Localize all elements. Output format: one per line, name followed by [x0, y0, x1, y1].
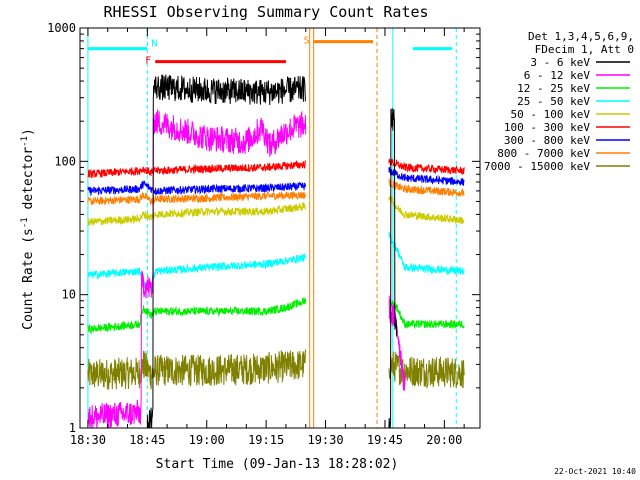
plot-area: NF S — [87, 28, 465, 428]
x-tick-label-4: 19:30 — [307, 433, 343, 447]
y-tick-label-2: 100 — [54, 154, 76, 168]
legend: Det 1,3,4,5,6,9,FDecim 1, Att 03 - 6 keV… — [484, 30, 634, 173]
series-line-3-segment-1 — [388, 231, 465, 276]
legend-label-3: 25 - 50 keV — [517, 95, 590, 108]
y-axis-label-end: ) — [21, 128, 36, 136]
series-line-7-segment-1 — [388, 178, 465, 198]
footer-date: 22-Oct-2021 10:40 — [554, 467, 636, 476]
legend-label-8: 7000 - 15000 keV — [484, 160, 590, 173]
annotation-label-0: N — [151, 39, 157, 50]
plot-frame — [79, 27, 481, 429]
series-line-5-segment-0 — [87, 159, 307, 179]
series-line-4-segment-1 — [388, 195, 465, 224]
series-line-2-segment-0 — [87, 296, 307, 335]
axes: 18:30 18:45 19:00 19:15 19:30 19:45 20:00 1 10 10… — [47, 21, 481, 447]
y-axis-label: Count Rate (s-1 detector-1) — [20, 128, 36, 330]
x-axis-label: Start Time (09-Jan-13 18:28:02) — [156, 457, 399, 472]
legend-label-7: 800 - 7000 keV — [497, 147, 590, 160]
legend-label-0: 3 - 6 keV — [530, 56, 590, 69]
y-tick-label-3: 1000 — [47, 21, 76, 35]
y-axis-label-sup1: -1 — [20, 217, 30, 228]
series-line-7-segment-0 — [87, 190, 307, 206]
series-line-8-segment-0 — [87, 349, 307, 390]
x-tick-label-1: 18:45 — [129, 433, 165, 447]
legend-label-6: 300 - 800 keV — [504, 134, 590, 147]
series-line-0-segment-1 — [388, 108, 398, 428]
y-tick-label-1: 10 — [62, 288, 76, 302]
series-line-6-segment-0 — [87, 180, 307, 197]
x-tick-label-6: 20:00 — [426, 433, 462, 447]
y-axis-label-mid: detector — [21, 147, 36, 218]
x-tick-label-0: 18:30 — [70, 433, 106, 447]
y-axis-label-sup2: -1 — [20, 136, 30, 147]
legend-label-2: 12 - 25 keV — [517, 82, 590, 95]
series-line-1-segment-0 — [87, 109, 307, 428]
chart-title: RHESSI Observing Summary Count Rates — [103, 3, 428, 21]
y-axis-label-main: Count Rate (s — [21, 228, 36, 330]
series-line-6-segment-1 — [388, 167, 465, 186]
series-line-5-segment-1 — [388, 158, 465, 176]
legend-header-0: Det 1,3,4,5,6,9, — [528, 30, 634, 43]
x-tick-label-5: 19:45 — [367, 433, 403, 447]
legend-header-1: FDecim 1, Att 0 — [535, 43, 634, 56]
legend-label-1: 6 - 12 keV — [524, 69, 591, 82]
x-tick-label-3: 19:15 — [248, 433, 284, 447]
x-tick-label-2: 19:00 — [189, 433, 225, 447]
series-line-4-segment-0 — [87, 201, 307, 226]
legend-label-4: 50 - 100 keV — [511, 108, 591, 121]
series-line-0-segment-0 — [146, 74, 306, 428]
annotation-label-1: F — [145, 56, 151, 67]
series-line-8-segment-1 — [388, 351, 465, 389]
legend-label-5: 100 - 300 keV — [504, 121, 590, 134]
series-line-2-segment-1 — [388, 298, 465, 330]
annotation-label-2: S — [304, 36, 310, 47]
series-line-3-segment-0 — [87, 253, 307, 293]
y-tick-label-0: 1 — [69, 421, 76, 435]
